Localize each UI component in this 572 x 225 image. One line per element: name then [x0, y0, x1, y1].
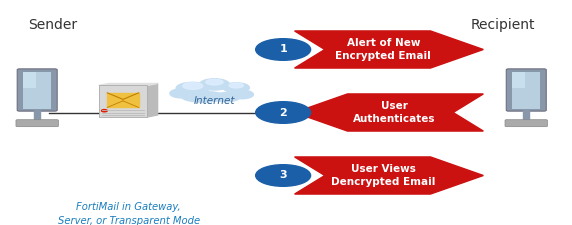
Text: User Views
Dencrypted Email: User Views Dencrypted Email	[331, 164, 435, 187]
Text: Sender: Sender	[29, 18, 78, 32]
FancyBboxPatch shape	[17, 69, 57, 111]
Ellipse shape	[183, 83, 202, 89]
Polygon shape	[295, 31, 483, 68]
Ellipse shape	[231, 90, 253, 99]
Ellipse shape	[223, 83, 249, 93]
FancyBboxPatch shape	[23, 72, 51, 109]
FancyBboxPatch shape	[98, 86, 148, 117]
Polygon shape	[108, 93, 139, 107]
Ellipse shape	[182, 91, 224, 102]
Bar	[523, 110, 530, 120]
Ellipse shape	[176, 82, 209, 94]
Bar	[34, 110, 41, 120]
Circle shape	[256, 102, 311, 123]
Circle shape	[101, 110, 108, 112]
Text: 3: 3	[279, 171, 287, 180]
Text: Internet: Internet	[194, 96, 235, 106]
Polygon shape	[98, 83, 158, 86]
Text: FortiMail in Gateway,
Server, or Transparent Mode: FortiMail in Gateway, Server, or Transpa…	[58, 202, 200, 225]
Text: 2: 2	[279, 108, 287, 117]
Ellipse shape	[206, 79, 223, 85]
FancyBboxPatch shape	[512, 72, 541, 109]
Ellipse shape	[170, 89, 193, 98]
FancyBboxPatch shape	[506, 69, 546, 111]
Polygon shape	[295, 157, 483, 194]
Polygon shape	[148, 83, 158, 117]
Text: User
Authenticates: User Authenticates	[353, 101, 436, 124]
Polygon shape	[295, 94, 483, 131]
FancyBboxPatch shape	[512, 72, 525, 88]
FancyBboxPatch shape	[505, 120, 547, 127]
Ellipse shape	[172, 81, 246, 101]
Text: 1: 1	[279, 45, 287, 54]
Circle shape	[256, 165, 311, 186]
Ellipse shape	[229, 83, 244, 88]
FancyBboxPatch shape	[23, 72, 36, 88]
Circle shape	[256, 39, 311, 60]
Ellipse shape	[200, 79, 229, 90]
Ellipse shape	[212, 93, 240, 102]
FancyBboxPatch shape	[16, 120, 58, 127]
Text: Alert of New
Encrypted Email: Alert of New Encrypted Email	[335, 38, 431, 61]
Text: Recipient: Recipient	[470, 18, 535, 32]
